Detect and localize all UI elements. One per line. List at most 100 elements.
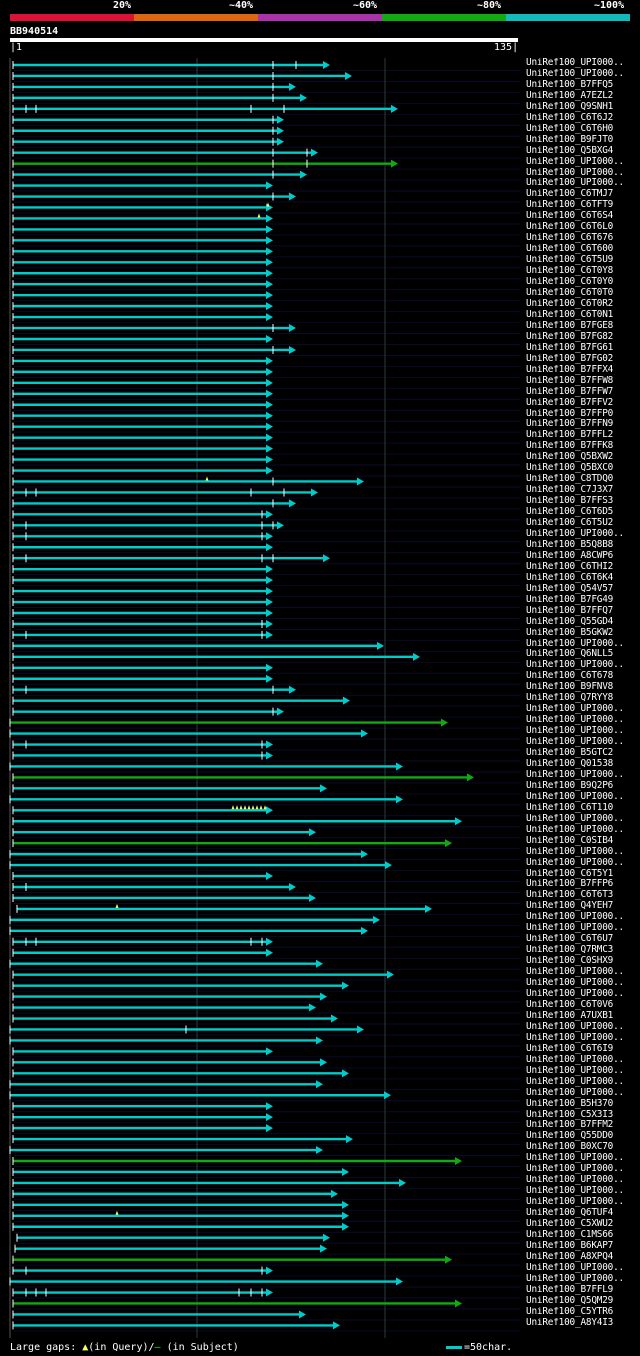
hit-label[interactable]: UniRef100_UPI000..: [526, 1054, 624, 1065]
hit-label[interactable]: UniRef100_C6T5Y1: [526, 868, 614, 879]
hit-label[interactable]: UniRef100_UPI000..: [526, 1153, 624, 1164]
hit-label[interactable]: UniRef100_C6T678: [526, 671, 614, 682]
hit-label[interactable]: UniRef100_B7FFQ7: [526, 605, 614, 616]
hit-label[interactable]: UniRef100_B7FFP0: [526, 408, 614, 419]
hit-label[interactable]: UniRef100_C0SIB4: [526, 835, 614, 846]
hit-label[interactable]: UniRef100_Q5BXW2: [526, 452, 614, 463]
hit-label[interactable]: UniRef100_C6T6H0: [526, 123, 614, 134]
hit-label[interactable]: UniRef100_A7UXB1: [526, 1010, 614, 1021]
hit-label[interactable]: UniRef100_Q7RMC3: [526, 945, 614, 956]
hit-label[interactable]: UniRef100_B7FG61: [526, 342, 614, 353]
hit-label[interactable]: UniRef100_C0SHX9: [526, 956, 614, 967]
hit-label[interactable]: UniRef100_UPI000..: [526, 1164, 624, 1175]
hit-label[interactable]: UniRef100_C1MS66: [526, 1229, 614, 1240]
hit-label[interactable]: UniRef100_Q5QM29: [526, 1295, 614, 1306]
hit-label[interactable]: UniRef100_Q55DD0: [526, 1131, 614, 1142]
hit-label[interactable]: UniRef100_UPI000..: [526, 68, 624, 79]
hit-label[interactable]: UniRef100_UPI000..: [526, 1032, 624, 1043]
hit-label[interactable]: UniRef100_UPI000..: [526, 1197, 624, 1208]
hit-label[interactable]: UniRef100_UPI000..: [526, 1076, 624, 1087]
hit-label[interactable]: UniRef100_UPI000..: [526, 156, 624, 167]
hit-label[interactable]: UniRef100_UPI000..: [526, 528, 624, 539]
hit-label[interactable]: UniRef100_B0XC70: [526, 1142, 614, 1153]
hit-label[interactable]: UniRef100_UPI000..: [526, 704, 624, 715]
hit-label[interactable]: UniRef100_C6T110: [526, 802, 614, 813]
hit-label[interactable]: UniRef100_Q9SNH1: [526, 101, 614, 112]
hit-label[interactable]: UniRef100_UPI000..: [526, 178, 624, 189]
hit-label[interactable]: UniRef100_B7FFQ5: [526, 79, 614, 90]
hit-label[interactable]: UniRef100_A8XPQ4: [526, 1251, 614, 1262]
hit-label[interactable]: UniRef100_A8Y4I3: [526, 1317, 614, 1328]
hit-label[interactable]: UniRef100_C6T6J2: [526, 112, 614, 123]
hit-label[interactable]: UniRef100_B7FFK8: [526, 441, 614, 452]
hit-label[interactable]: UniRef100_Q55GD4: [526, 616, 614, 627]
hit-label[interactable]: UniRef100_UPI000..: [526, 1021, 624, 1032]
hit-label[interactable]: UniRef100_UPI000..: [526, 1065, 624, 1076]
hit-label[interactable]: UniRef100_C5YTR6: [526, 1306, 614, 1317]
hit-label[interactable]: UniRef100_UPI000..: [526, 791, 624, 802]
hit-label[interactable]: UniRef100_B9Q2P6: [526, 780, 614, 791]
hit-label[interactable]: UniRef100_B7FFM2: [526, 1120, 614, 1131]
hit-label[interactable]: UniRef100_UPI000..: [526, 58, 624, 68]
hit-label[interactable]: UniRef100_UPI000..: [526, 1186, 624, 1197]
hit-label[interactable]: UniRef100_Q54V57: [526, 583, 614, 594]
hit-label[interactable]: UniRef100_C6T5U9: [526, 255, 614, 266]
hit-label[interactable]: UniRef100_Q5BXG4: [526, 145, 614, 156]
hit-label[interactable]: UniRef100_UPI000..: [526, 726, 624, 737]
hit-label[interactable]: UniRef100_C6T600: [526, 244, 614, 255]
hit-label[interactable]: UniRef100_UPI000..: [526, 737, 624, 748]
hit-label[interactable]: UniRef100_UPI000..: [526, 813, 624, 824]
hit-label[interactable]: UniRef100_Q5BXC0: [526, 463, 614, 474]
hit-label[interactable]: UniRef100_C5X3I3: [526, 1109, 614, 1120]
hit-label[interactable]: UniRef100_UPI000..: [526, 1262, 624, 1273]
hit-label[interactable]: UniRef100_UPI000..: [526, 967, 624, 978]
hit-label[interactable]: UniRef100_UPI000..: [526, 857, 624, 868]
hit-label[interactable]: UniRef100_B7FFS3: [526, 496, 614, 507]
hit-label[interactable]: UniRef100_C6T0T0: [526, 288, 614, 299]
hit-label[interactable]: UniRef100_C6T0Y0: [526, 277, 614, 288]
hit-label[interactable]: UniRef100_Q01538: [526, 759, 614, 769]
hit-label[interactable]: UniRef100_B9FJT0: [526, 134, 614, 145]
hit-label[interactable]: UniRef100_UPI000..: [526, 1175, 624, 1186]
hit-label[interactable]: UniRef100_UPI000..: [526, 660, 624, 671]
hit-label[interactable]: UniRef100_Q6TUF4: [526, 1208, 614, 1219]
hit-label[interactable]: UniRef100_C6TMJ7: [526, 189, 614, 200]
hit-label[interactable]: UniRef100_B5H370: [526, 1098, 614, 1109]
hit-label[interactable]: UniRef100_B7FG02: [526, 353, 614, 364]
hit-label[interactable]: UniRef100_B7FGE8: [526, 320, 614, 331]
hit-label[interactable]: UniRef100_C6TFT9: [526, 200, 614, 211]
hit-label[interactable]: UniRef100_B5Q8B8: [526, 539, 614, 550]
hit-label[interactable]: UniRef100_B7FFX4: [526, 364, 614, 375]
hit-label[interactable]: UniRef100_C6T0V6: [526, 999, 614, 1010]
hit-label[interactable]: UniRef100_B7FFP6: [526, 879, 614, 890]
hit-label[interactable]: UniRef100_B7FFW7: [526, 386, 614, 397]
hit-label[interactable]: UniRef100_C6T0Y8: [526, 266, 614, 277]
hit-label[interactable]: UniRef100_B7FFL2: [526, 430, 614, 441]
hit-label[interactable]: UniRef100_UPI000..: [526, 1087, 624, 1098]
hit-label[interactable]: UniRef100_A8CWP6: [526, 550, 614, 561]
hit-label[interactable]: UniRef100_C6T6U7: [526, 934, 614, 945]
hit-label[interactable]: UniRef100_B9FNV8: [526, 682, 614, 693]
hit-label[interactable]: UniRef100_C6T676: [526, 233, 614, 244]
hit-label[interactable]: UniRef100_C6T6L0: [526, 222, 614, 233]
hit-label[interactable]: UniRef100_B7FFW8: [526, 375, 614, 386]
hit-label[interactable]: UniRef100_UPI000..: [526, 769, 624, 780]
hit-label[interactable]: UniRef100_B7FFN9: [526, 419, 614, 430]
hit-label[interactable]: UniRef100_B6KAP7: [526, 1240, 614, 1251]
hit-label[interactable]: UniRef100_UPI000..: [526, 989, 624, 1000]
hit-label[interactable]: UniRef100_B5GKW2: [526, 627, 614, 638]
hit-label[interactable]: UniRef100_C6T5U2: [526, 518, 614, 529]
hit-label[interactable]: UniRef100_UPI000..: [526, 923, 624, 934]
hit-label[interactable]: UniRef100_C7J3X7: [526, 485, 614, 496]
hit-label[interactable]: UniRef100_C8TDQ0: [526, 474, 614, 485]
hit-label[interactable]: UniRef100_C6T6K4: [526, 572, 614, 583]
hit-label[interactable]: UniRef100_C6T6I9: [526, 1043, 614, 1054]
hit-label[interactable]: UniRef100_C6THI2: [526, 561, 614, 572]
hit-label[interactable]: UniRef100_B7FG49: [526, 594, 614, 605]
hit-label[interactable]: UniRef100_UPI000..: [526, 824, 624, 835]
hit-label[interactable]: UniRef100_C5XWU2: [526, 1219, 614, 1230]
hit-label[interactable]: UniRef100_C6T6D5: [526, 507, 614, 518]
hit-label[interactable]: UniRef100_UPI000..: [526, 912, 624, 923]
hit-label[interactable]: UniRef100_C6T6T3: [526, 890, 614, 901]
hit-label[interactable]: UniRef100_C6T6S4: [526, 211, 614, 222]
